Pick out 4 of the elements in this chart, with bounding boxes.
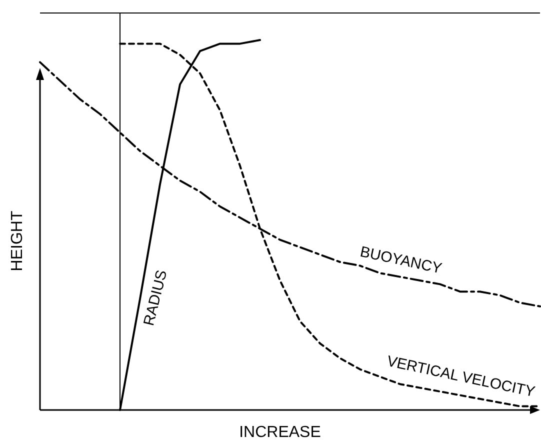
text: VERTICAL VELOCITY: [385, 352, 536, 401]
x-axis-title: INCREASE: [239, 424, 321, 441]
y-axis-title: HEIGHT: [9, 210, 26, 272]
text: RADIUS: [140, 268, 171, 328]
